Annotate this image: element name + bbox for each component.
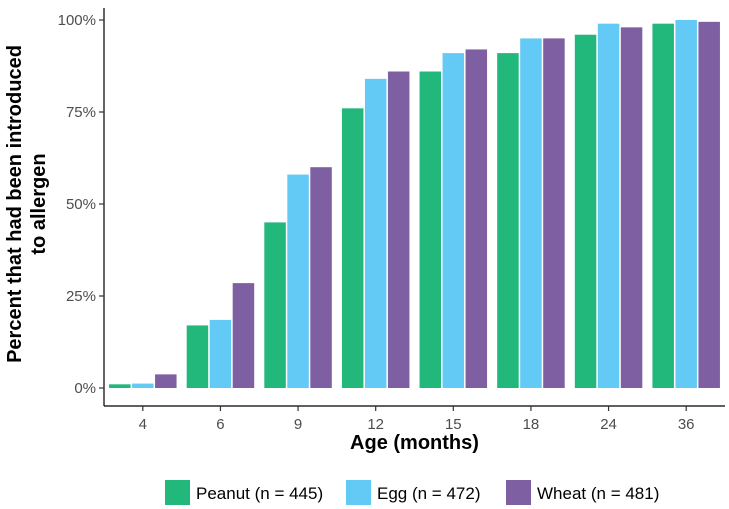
y-tick-label: 0% — [74, 380, 96, 397]
y-tick-label: 75% — [66, 104, 96, 121]
x-tick-label: 4 — [139, 416, 147, 433]
bar-egg-12 — [364, 78, 387, 388]
y-tick-label: 25% — [66, 288, 96, 305]
x-axis-title: Age (months) — [350, 432, 479, 454]
bar-egg-18 — [520, 38, 542, 389]
bar-wheat-9 — [310, 167, 332, 388]
x-tick-label: 24 — [600, 416, 617, 433]
x-tick-label: 15 — [445, 416, 462, 433]
legend-label-wheat: Wheat (n = 481) — [537, 484, 659, 503]
y-axis-title: Percent that had been introduced to alle… — [4, 45, 50, 363]
legend: Peanut (n = 445) Egg (n = 472) Wheat (n = … — [165, 480, 659, 505]
bar-egg-4 — [132, 383, 154, 388]
bar-egg-6 — [209, 319, 232, 388]
bar-peanut-36 — [652, 23, 674, 389]
bars-layer — [109, 20, 720, 389]
x-tick-label: 18 — [523, 416, 540, 433]
legend-key-peanut — [165, 480, 190, 505]
axes-layer — [103, 8, 725, 407]
x-ticks: 4 6 9 12 15 18 24 36 — [139, 406, 695, 433]
bar-peanut-9 — [264, 222, 286, 388]
x-tick-label: 9 — [294, 416, 302, 433]
legend-label-egg: Egg (n = 472) — [377, 484, 481, 503]
bar-wheat-15 — [465, 49, 488, 388]
bar-egg-15 — [442, 53, 465, 389]
y-tick-label: 50% — [66, 196, 96, 213]
bar-peanut-24 — [574, 34, 597, 388]
bar-wheat-12 — [387, 71, 410, 389]
bar-peanut-6 — [186, 325, 209, 388]
legend-label-peanut: Peanut (n = 445) — [196, 484, 323, 503]
bar-wheat-36 — [698, 21, 720, 389]
x-tick-label: 36 — [678, 416, 695, 433]
y-axis-title-line-1: Percent that had been introduced — [4, 45, 26, 363]
bar-wheat-24 — [620, 27, 643, 389]
bar-egg-24 — [597, 23, 620, 389]
bar-peanut-12 — [341, 108, 364, 388]
y-tick-label: 100% — [58, 12, 96, 29]
bar-wheat-18 — [543, 38, 565, 389]
x-tick-label: 12 — [367, 416, 384, 433]
bar-egg-9 — [287, 174, 309, 388]
bar-peanut-4 — [109, 384, 131, 388]
bar-peanut-18 — [497, 53, 519, 389]
x-tick-label: 6 — [216, 416, 224, 433]
y-axis-title-line-2: to allergen — [28, 153, 50, 254]
legend-key-egg — [346, 480, 371, 505]
legend-key-wheat — [506, 480, 531, 505]
y-ticks: 0% 25% 50% 75% 100% — [58, 12, 104, 397]
bar-wheat-6 — [232, 283, 255, 388]
bar-peanut-15 — [419, 71, 442, 389]
bar-wheat-4 — [155, 374, 177, 388]
bar-egg-36 — [675, 20, 697, 388]
